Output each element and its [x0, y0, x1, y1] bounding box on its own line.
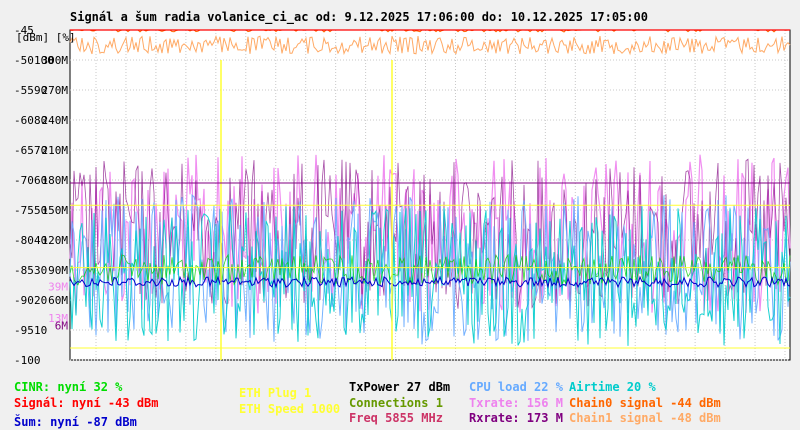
- signal-noise-chart: -45-50-55-60-65-70-75-80-85-90-95-100100…: [14, 24, 792, 372]
- series-chain1-signal: [69, 34, 791, 56]
- chart-title: Signál a šum radia volanice_ci_ac od: 9.…: [70, 10, 648, 24]
- x-tick-label: 01: [299, 371, 312, 372]
- legend-signal: Signál: nyní -43 dBm: [14, 396, 159, 410]
- x-tick-label: 11: [599, 371, 612, 372]
- x-tick-label: 06: [449, 371, 462, 372]
- y-tick-pct: 90: [34, 84, 47, 97]
- y-tick-rate: 300M: [42, 54, 69, 67]
- y-tick-pct: 20: [34, 294, 47, 307]
- y-tick-dbm: -55: [14, 84, 34, 97]
- legend-freq: Freq 5855 MHz: [349, 411, 443, 425]
- legend-cinr: CINR: nyní 32 %: [14, 380, 123, 394]
- units-label: [dBm] [%]: [16, 31, 76, 44]
- side-mark-label: 6M: [55, 320, 69, 333]
- x-tick-label: 00: [269, 371, 282, 372]
- y-tick-pct: 30: [34, 264, 47, 277]
- y-tick-pct: 100: [34, 54, 54, 67]
- x-tick-label: 08: [509, 371, 522, 372]
- x-tick-label: 17: [778, 371, 791, 372]
- legend-connections: Connections 1: [349, 396, 443, 410]
- y-tick-rate: 270M: [42, 84, 69, 97]
- legend: CINR: nyní 32 % Signál: nyní -43 dBm Šum…: [0, 376, 800, 430]
- x-tick-label: 21: [179, 371, 192, 372]
- y-tick-rate: 240M: [42, 114, 69, 127]
- legend-airtime: Airtime 20 %: [569, 380, 656, 394]
- side-mark-label: 39M: [48, 281, 68, 294]
- y-tick-dbm: -50: [14, 54, 34, 67]
- x-tick-label: 03: [359, 371, 372, 372]
- y-tick-pct: 10: [34, 324, 47, 337]
- x-tick-label: 10: [569, 371, 582, 372]
- y-tick-rate: 210M: [42, 144, 69, 157]
- y-tick-rate: 180M: [42, 174, 69, 187]
- x-tick-label: 07: [479, 371, 492, 372]
- legend-eth-speed: ETH Speed 1000: [239, 402, 341, 416]
- y-tick-pct: 60: [34, 174, 47, 187]
- chart-area: -45 -50 -55 -60 -65 -70 -75 -80 -85 -90 -95 -100 100…: [14, 10, 792, 372]
- y-tick-pct: 70: [34, 144, 47, 157]
- y-tick-rate: 150M: [42, 204, 69, 217]
- x-tick-label: 05: [419, 371, 432, 372]
- x-tick-label: 20: [149, 371, 162, 372]
- x-tick-label: 16: [748, 371, 761, 372]
- x-tick-label: 18: [89, 371, 102, 372]
- y-tick-rate: 120M: [42, 234, 69, 247]
- legend-chain1: Chain1 signal -48 dBm: [569, 411, 721, 425]
- x-tick-label: 04: [389, 371, 403, 372]
- y-tick-dbm: -90: [14, 294, 34, 307]
- y-tick-pct: 40: [34, 234, 47, 247]
- x-tick-label: 09: [539, 371, 552, 372]
- y-tick-dbm: -65: [14, 144, 34, 157]
- legend-txrate: Txrate: 156 M: [469, 396, 563, 410]
- series-noise: [69, 275, 791, 289]
- y-tick-dbm: -75: [14, 204, 34, 217]
- x-tick-label: 15: [718, 371, 731, 372]
- y-tick-rate: 60M: [48, 294, 68, 307]
- y-tick-dbm: -70: [14, 174, 34, 187]
- y-tick-dbm: -60: [14, 114, 34, 127]
- y-tick-dbm: -80: [14, 234, 34, 247]
- legend-rxrate: Rxrate: 173 M: [469, 411, 563, 425]
- x-tick-label: 23: [239, 371, 252, 372]
- y-tick-dbm: -95: [14, 324, 34, 337]
- legend-txpower: TxPower 27 dBm: [349, 380, 451, 394]
- x-tick-label: 14: [689, 371, 703, 372]
- y-tick-dbm: -45: [14, 24, 34, 37]
- series-airtime: [69, 206, 791, 346]
- legend-eth-plug: ETH Plug 1: [239, 386, 312, 400]
- y-tick-pct: 50: [34, 204, 47, 217]
- y-tick-dbm: -100: [14, 354, 41, 367]
- y-tick-dbm: -85: [14, 264, 34, 277]
- legend-cpu: CPU load 22 %: [469, 380, 563, 394]
- legend-chain0: Chain0 signal -44 dBm: [569, 396, 721, 410]
- y-tick-rate: 90M: [48, 264, 68, 277]
- legend-noise: Šum: nyní -87 dBm: [14, 415, 137, 429]
- side-mark-label: 13M: [48, 312, 68, 325]
- x-tick-label: 12: [629, 371, 642, 372]
- x-tick-label: 19: [119, 371, 132, 372]
- x-tick-label: 13: [659, 371, 672, 372]
- y-tick-pct: 80: [34, 114, 47, 127]
- x-tick-label: 22: [209, 371, 222, 372]
- x-tick-label: 02: [329, 371, 342, 372]
